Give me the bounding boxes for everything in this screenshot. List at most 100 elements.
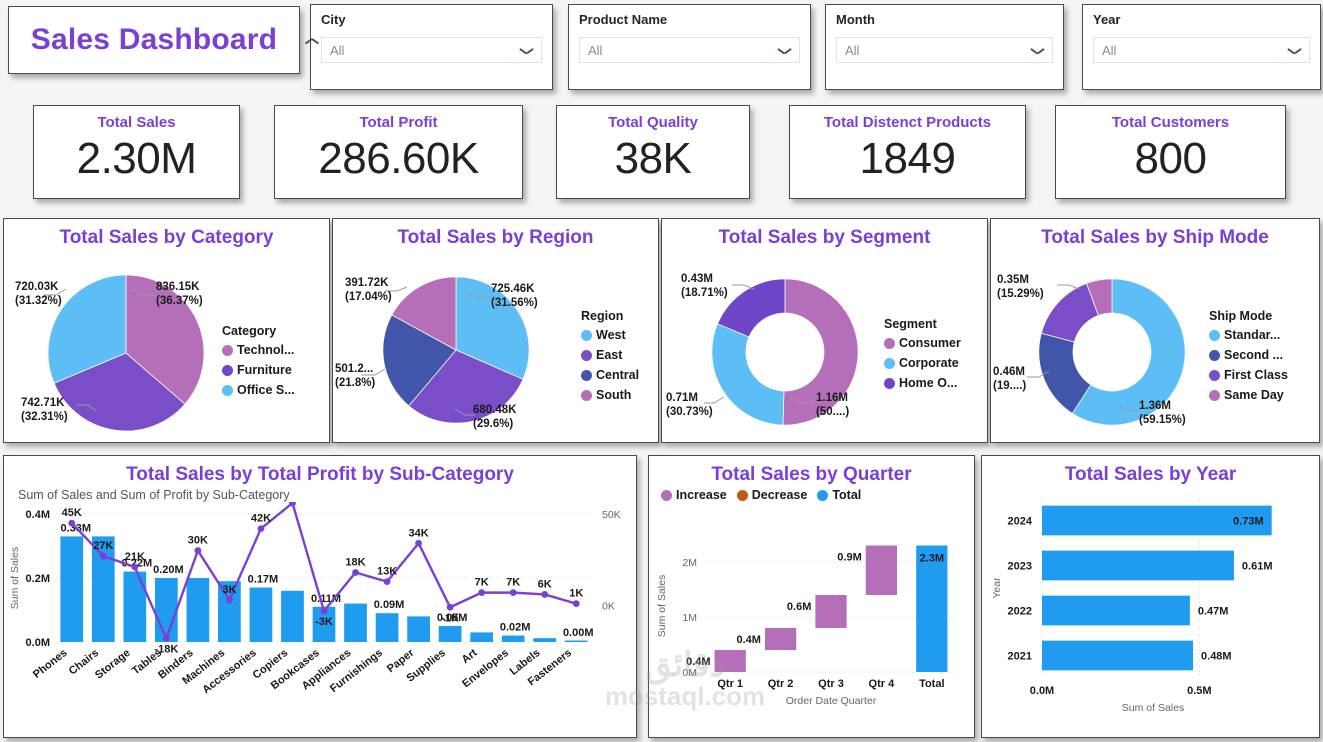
- legend-item[interactable]: Consumer: [884, 336, 961, 350]
- slicer-city[interactable]: City All: [310, 4, 553, 90]
- donut-body: 0.35M (15.29%) 0.46M (19....) 1.36M (59.15%…: [991, 249, 1319, 472]
- waterfall-plot[interactable]: 0M 1M 2M Sum of Sales 0.4M Qtr 1 0.4M Qtr 2 0.6M…: [649, 500, 974, 725]
- legend-swatch-icon: [222, 344, 233, 356]
- kpi-label: Total Sales: [97, 114, 176, 131]
- legend-item[interactable]: Corporate: [884, 356, 961, 370]
- slicer-month-input[interactable]: All: [836, 37, 1053, 63]
- legend-ship-mode: Ship Mode Standar... Second ... First Cl…: [1209, 309, 1288, 408]
- legend-title: Ship Mode: [1209, 309, 1273, 323]
- pie-label-furniture: 742.71K (32.31%): [21, 397, 68, 423]
- kpi-label: Total Distenct Products: [823, 114, 992, 131]
- donut-chart-ship-mode[interactable]: [1037, 277, 1187, 427]
- pie-label-south: 391.72K (17.04%): [345, 277, 392, 303]
- legend-item[interactable]: Same Day: [1209, 388, 1288, 402]
- chart-total-sales-by-year: Total Sales by Year 0.0M 0.5M 0.73M 2024 0.6…: [981, 455, 1320, 738]
- chart-total-sales-by-quarter: Total Sales by Quarter Increase Decrease…: [648, 455, 975, 738]
- legend-swatch-icon: [222, 384, 233, 396]
- legend-swatch-icon: [884, 357, 895, 369]
- legend-item[interactable]: South: [581, 388, 639, 402]
- slicer-month-label: Month: [836, 12, 875, 27]
- pie-chart-region[interactable]: [381, 275, 531, 425]
- slicer-product-name[interactable]: Product Name All: [568, 4, 811, 90]
- legend-swatch-icon: [1209, 389, 1220, 401]
- donut-label-secondclass: 0.46M (19....): [993, 366, 1027, 392]
- slicer-year[interactable]: Year All: [1082, 4, 1321, 90]
- svg-text:0.2M: 0.2M: [26, 573, 50, 585]
- legend-item[interactable]: West: [581, 328, 639, 342]
- svg-text:0.17M: 0.17M: [248, 574, 279, 586]
- slicer-month[interactable]: Month All: [825, 4, 1064, 90]
- legend-region: Region West East Central South: [581, 309, 639, 408]
- svg-text:-3K: -3K: [315, 616, 333, 628]
- chevron-down-icon[interactable]: [1031, 47, 1044, 55]
- legend-item[interactable]: Office S...: [222, 383, 295, 397]
- donut-chart-segment[interactable]: [710, 277, 860, 427]
- svg-text:42K: 42K: [251, 513, 271, 525]
- slicer-city-input[interactable]: All: [321, 37, 542, 63]
- slicer-product-input[interactable]: All: [579, 37, 800, 63]
- kpi-value: 38K: [614, 134, 692, 183]
- svg-text:Storage: Storage: [93, 647, 133, 682]
- pie-body: 836.15K (36.37%) 720.03K (31.32%) 742.71K(…: [4, 249, 329, 472]
- legend-swatch-icon: [581, 369, 592, 381]
- chart-total-sales-by-region: Total Sales by Region 725.46K (31.56%) 39…: [332, 218, 659, 443]
- kpi-value: 800: [1134, 134, 1207, 183]
- pie-chart-category[interactable]: [46, 273, 206, 433]
- legend-item[interactable]: Central: [581, 368, 639, 382]
- svg-text:0.0M: 0.0M: [26, 637, 50, 649]
- donut-body: 0.43M (18.71%) 1.16M (50....) 0.71M (30.73%…: [662, 249, 987, 472]
- legend-item[interactable]: Home O...: [884, 376, 961, 390]
- legend-item[interactable]: East: [581, 348, 639, 362]
- svg-text:0.09M: 0.09M: [374, 599, 405, 611]
- svg-text:0.05M: 0.05M: [437, 612, 468, 624]
- donut-leader-lines-ship: [1027, 284, 1139, 412]
- pie-label-central: 501.2... (21.8%): [335, 363, 376, 389]
- svg-text:0.4M: 0.4M: [737, 634, 761, 646]
- slicer-product-label: Product Name: [579, 12, 668, 27]
- svg-text:45K: 45K: [62, 507, 82, 519]
- chevron-down-icon[interactable]: [778, 47, 791, 55]
- legend-item[interactable]: Technol...: [222, 343, 295, 357]
- svg-text:0.48M: 0.48M: [1201, 651, 1232, 663]
- legend-item[interactable]: Second ...: [1209, 348, 1288, 362]
- svg-text:13K: 13K: [377, 566, 397, 578]
- svg-text:Qtr 1: Qtr 1: [717, 678, 743, 690]
- svg-text:21K: 21K: [125, 551, 145, 563]
- svg-text:50K: 50K: [602, 509, 621, 521]
- svg-text:0.20M: 0.20M: [153, 564, 184, 576]
- donut-label-firstclass: 0.35M (15.29%): [997, 274, 1044, 300]
- chart-title: Total Sales by Region: [397, 227, 594, 248]
- legend-title: Category: [222, 324, 277, 338]
- kpi-card-total-distinct-products: Total Distenct Products 1849: [789, 105, 1026, 199]
- legend-title: Segment: [884, 317, 937, 331]
- legend-title: Region: [581, 309, 624, 323]
- chevron-down-icon[interactable]: [520, 47, 533, 55]
- legend-item[interactable]: Furniture: [222, 363, 295, 377]
- kpi-value: 2.30M: [76, 134, 197, 183]
- kpi-label: Total Quality: [608, 114, 698, 131]
- legend-item[interactable]: Standar...: [1209, 328, 1288, 342]
- svg-text:0.61M: 0.61M: [1242, 561, 1273, 573]
- svg-text:2M: 2M: [682, 557, 697, 569]
- pie-label-east: 680.48K (29.6%): [473, 404, 517, 430]
- kpi-value: 286.60K: [318, 134, 479, 183]
- chevron-down-icon[interactable]: [1288, 47, 1301, 55]
- svg-text:Sum of Sales: Sum of Sales: [9, 547, 21, 609]
- slicer-year-value: All: [1102, 42, 1117, 58]
- chart-total-sales-by-ship-mode: Total Sales by Ship Mode 0.35M (15.29%) 0…: [990, 218, 1320, 443]
- legend-item[interactable]: Total: [817, 488, 861, 502]
- slicer-year-input[interactable]: All: [1093, 37, 1310, 63]
- legend-item[interactable]: Decrease: [736, 488, 807, 502]
- kpi-label: Total Profit: [359, 114, 438, 131]
- kpi-card-total-sales: Total Sales 2.30M: [33, 105, 240, 199]
- year-plot[interactable]: 0.0M 0.5M 0.73M 2024 0.61M 2023 0.47M 2022 0.48M…: [982, 486, 1319, 736]
- legend-item[interactable]: First Class: [1209, 368, 1288, 382]
- legend-swatch-icon: [884, 377, 895, 389]
- svg-text:7K: 7K: [475, 577, 489, 589]
- svg-text:Sum of Sales: Sum of Sales: [1122, 702, 1184, 714]
- legend-swatch-icon: [736, 489, 748, 501]
- chart-title: Total Sales by Category: [59, 227, 274, 248]
- chart-title: Total Sales by Segment: [718, 227, 931, 248]
- legend-item[interactable]: Increase: [661, 488, 727, 502]
